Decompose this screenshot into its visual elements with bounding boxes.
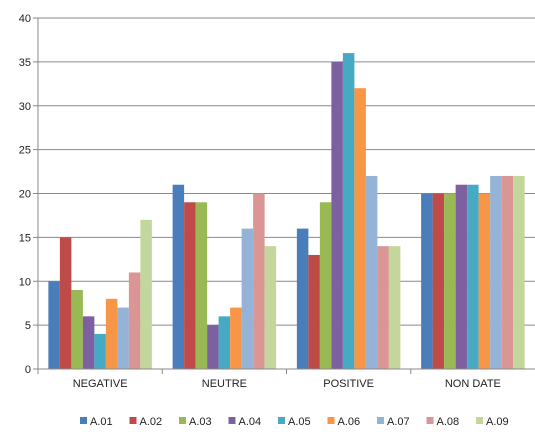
bar-A.03-negative	[71, 290, 83, 369]
bar-A.03-non-date	[444, 193, 456, 369]
legend-item-A.01: A.01	[80, 416, 113, 428]
bar-A.01-positive	[296, 228, 309, 369]
bar-A.02-non-date	[432, 193, 445, 369]
legend-label: A.08	[437, 416, 460, 428]
x-axis-category-labels: NEGATIVE NEUTRE POSITIVE NON DATE	[73, 378, 501, 390]
x-category-label: NEUTRE	[202, 378, 247, 390]
bar-A.02-negative	[59, 237, 72, 369]
axes	[37, 18, 535, 374]
legend-item-A.07: A.07	[377, 416, 410, 428]
y-axis-ticks: 0 5 10 15 20 25 30 35 40	[19, 13, 38, 376]
bar-A.08-positive	[377, 246, 389, 369]
bar-A.09-positive	[388, 246, 401, 369]
bar-A.06-positive	[354, 88, 366, 369]
legend-item-A.04: A.04	[228, 416, 262, 428]
legend-swatch	[278, 417, 285, 424]
y-tick-label: 30	[19, 101, 31, 113]
legend-item-A.05: A.05	[278, 416, 311, 428]
bar-A.08-non-date	[501, 175, 514, 369]
legend-label: A.09	[486, 416, 509, 428]
legend-swatch	[476, 417, 483, 424]
bar-A.03-neutre	[195, 202, 208, 369]
bar-A.05-negative	[94, 333, 106, 369]
legend-swatch	[80, 417, 87, 424]
legend-label: A.01	[90, 416, 113, 428]
legend-label: A.07	[387, 416, 410, 428]
bar-A.02-neutre	[184, 202, 196, 369]
bar-A.05-neutre	[218, 316, 231, 369]
x-category-label: NON DATE	[445, 378, 501, 390]
x-category-label: NEGATIVE	[73, 378, 128, 390]
legend-item-A.09: A.09	[476, 416, 509, 428]
legend-item-A.02: A.02	[129, 416, 163, 428]
bar-A.04-non-date	[455, 184, 468, 369]
bar-A.01-neutre	[172, 184, 185, 369]
bar-A.06-non-date	[478, 193, 491, 369]
bar-A.08-neutre	[253, 193, 265, 369]
legend-swatch	[179, 417, 186, 424]
legend-swatch	[327, 417, 335, 424]
y-tick-label: 20	[19, 189, 31, 201]
bar-A.07-negative	[117, 307, 129, 369]
bar-A.02-positive	[308, 254, 320, 369]
legend-label: A.03	[189, 416, 212, 428]
legend-label: A.04	[239, 416, 262, 428]
bar-A.06-neutre	[230, 307, 242, 369]
bar-A.04-positive	[331, 61, 343, 369]
legend-item-A.06: A.06	[327, 416, 361, 428]
bar-A.04-neutre	[207, 325, 219, 369]
bar-A.01-negative	[48, 281, 60, 369]
legend-swatch	[129, 417, 137, 424]
y-tick-label: 5	[25, 320, 31, 332]
legend-item-A.08: A.08	[426, 416, 460, 428]
x-category-label: POSITIVE	[323, 378, 374, 390]
legend-label: A.06	[338, 416, 361, 428]
legend-label: A.05	[288, 416, 311, 428]
bar-A.05-positive	[342, 53, 355, 369]
legend-item-A.03: A.03	[179, 416, 212, 428]
bar-A.07-positive	[365, 175, 378, 369]
bar-A.01-non-date	[421, 193, 433, 369]
legend: A.01 A.02 A.03 A.04 A.05 A.06 A.07 A.08 A.09	[80, 416, 509, 428]
y-tick-label: 35	[19, 57, 31, 69]
legend-swatch	[426, 417, 434, 424]
y-tick-label: 25	[19, 145, 31, 157]
bar-A.07-non-date	[490, 175, 502, 369]
y-tick-label: 15	[19, 232, 31, 244]
bar-A.04-negative	[82, 316, 95, 369]
y-tick-label: 40	[19, 13, 31, 25]
y-tick-label: 0	[25, 364, 31, 376]
bar-A.09-neutre	[264, 246, 277, 369]
bar-A.09-non-date	[513, 175, 525, 369]
bar-A.06-negative	[105, 298, 118, 369]
legend-label: A.02	[140, 416, 163, 428]
bar-A.07-neutre	[241, 228, 254, 369]
legend-swatch	[377, 417, 384, 424]
y-tick-label: 10	[19, 276, 31, 288]
bar-A.09-negative	[140, 219, 152, 369]
bar-A.05-non-date	[467, 184, 479, 369]
legend-swatch	[228, 417, 236, 424]
bar-A.08-negative	[128, 272, 141, 369]
gridlines	[38, 17, 535, 326]
bars	[48, 53, 525, 369]
bar-A.03-positive	[319, 202, 332, 369]
